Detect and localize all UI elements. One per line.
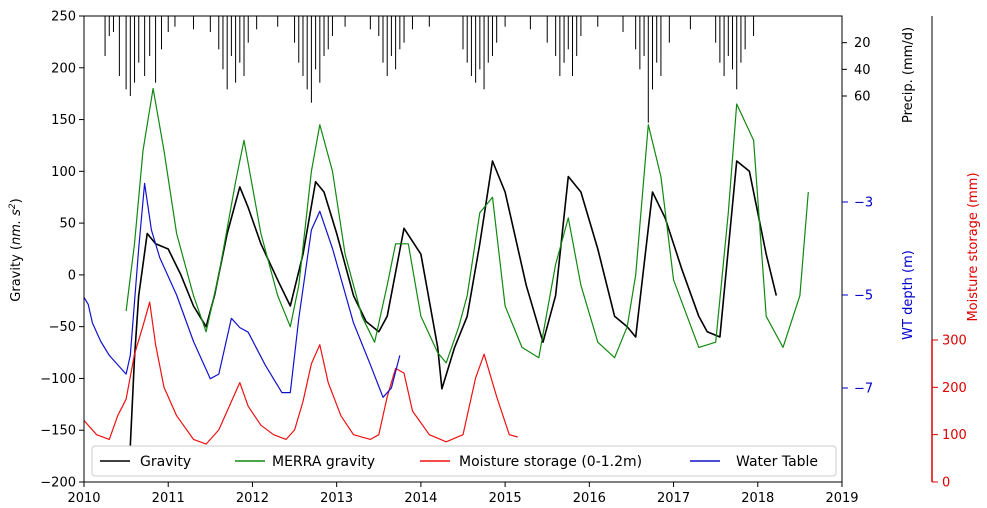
- y-tick-label-gravity: 50: [59, 217, 76, 232]
- y-tick-label-gravity: 0: [68, 268, 76, 283]
- y-tick-label-moisture: 300: [942, 334, 967, 349]
- y-tick-label-moisture: 200: [942, 381, 967, 396]
- y-tick-label-moisture: 100: [942, 428, 967, 443]
- y-axis-label-moisture: Moisture storage (mm): [966, 172, 981, 321]
- y-tick-label-wt: −3: [854, 196, 873, 211]
- legend-label-gravity: Gravity: [140, 454, 191, 470]
- y-tick-label-gravity: −100: [40, 372, 76, 387]
- legend-box: [91, 445, 837, 477]
- plot-frame: [83, 15, 843, 483]
- axis-layer: 2010 2011 2012 2013 2014 2015 2016 2017 2018 2019…: [40, 10, 967, 507]
- x-tick-label: 2017: [657, 491, 690, 506]
- x-tick-label: 2010: [67, 491, 100, 506]
- y-axis-label-precip: Precip. (mm/d): [901, 27, 916, 123]
- x-tick-label: 2019: [825, 491, 858, 506]
- y-tick-label-gravity: 100: [51, 165, 76, 180]
- y-tick-label-wt: −7: [854, 382, 873, 397]
- x-tick-label: 2013: [320, 491, 353, 506]
- legend: Gravity MERRA gravity Moisture storage (…: [91, 445, 837, 477]
- y-tick-label-moisture: 0: [942, 476, 950, 491]
- y-tick-label-precip: 40: [854, 63, 871, 78]
- y-axis-label-gravity: Gravity (nm. s2): [8, 198, 24, 301]
- x-tick-label: 2011: [152, 491, 185, 506]
- legend-label-water-table: Water Table: [736, 454, 818, 470]
- y-tick-label-gravity: −150: [40, 424, 76, 439]
- y-tick-label-precip: 60: [854, 90, 871, 105]
- x-tick-label: 2016: [573, 491, 606, 506]
- x-tick-label: 2012: [236, 491, 269, 506]
- x-tick-label: 2015: [489, 491, 522, 506]
- y-tick-label-gravity: −200: [40, 476, 76, 491]
- series-line-merra-gravity: [125, 87, 809, 364]
- y-axis-label-wt-depth: WT depth (m): [901, 250, 916, 340]
- series-line-moisture-storage-0-1-2m: [83, 301, 518, 445]
- y-tick-label-wt: −5: [854, 289, 873, 304]
- x-tick-label: 2014: [404, 491, 437, 506]
- y-tick-label-gravity: 250: [51, 10, 76, 25]
- y-tick-label-gravity: 200: [51, 61, 76, 76]
- x-tick-label: 2018: [741, 491, 774, 506]
- plot-layer: [83, 16, 809, 446]
- y-tick-label-gravity: −50: [49, 320, 76, 335]
- series-line-water-table: [83, 182, 401, 398]
- series-line-gravity: [129, 160, 778, 446]
- legend-label-moisture: Moisture storage (0-1.2m): [459, 454, 642, 470]
- y-tick-label-gravity: 150: [51, 113, 76, 128]
- y-tick-label-precip: 20: [854, 36, 871, 51]
- legend-label-merra: MERRA gravity: [272, 454, 375, 470]
